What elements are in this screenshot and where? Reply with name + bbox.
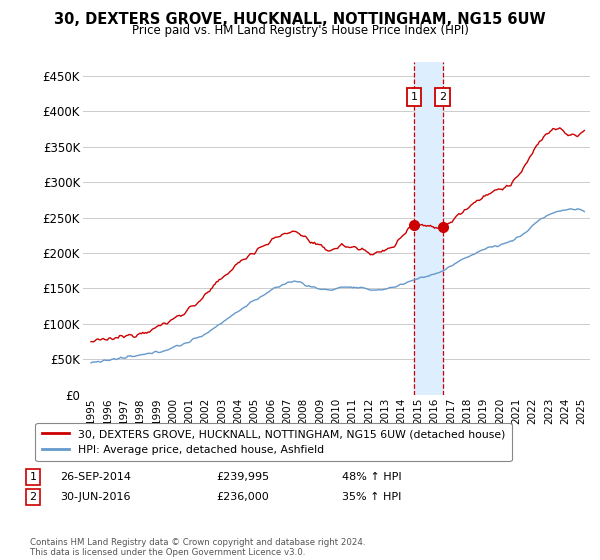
Text: 2: 2 xyxy=(439,92,446,102)
Text: £236,000: £236,000 xyxy=(216,492,269,502)
Legend: 30, DEXTERS GROVE, HUCKNALL, NOTTINGHAM, NG15 6UW (detached house), HPI: Average: 30, DEXTERS GROVE, HUCKNALL, NOTTINGHAM,… xyxy=(35,423,512,461)
Text: £239,995: £239,995 xyxy=(216,472,269,482)
Text: 1: 1 xyxy=(29,472,37,482)
Text: Price paid vs. HM Land Registry's House Price Index (HPI): Price paid vs. HM Land Registry's House … xyxy=(131,24,469,36)
Text: Contains HM Land Registry data © Crown copyright and database right 2024.
This d: Contains HM Land Registry data © Crown c… xyxy=(30,538,365,557)
Text: 35% ↑ HPI: 35% ↑ HPI xyxy=(342,492,401,502)
Text: 48% ↑ HPI: 48% ↑ HPI xyxy=(342,472,401,482)
Text: 30-JUN-2016: 30-JUN-2016 xyxy=(60,492,131,502)
Text: 2: 2 xyxy=(29,492,37,502)
Bar xyxy=(414,62,443,395)
Text: 26-SEP-2014: 26-SEP-2014 xyxy=(60,472,131,482)
Text: 1: 1 xyxy=(410,92,418,102)
Text: 30, DEXTERS GROVE, HUCKNALL, NOTTINGHAM, NG15 6UW: 30, DEXTERS GROVE, HUCKNALL, NOTTINGHAM,… xyxy=(54,12,546,27)
